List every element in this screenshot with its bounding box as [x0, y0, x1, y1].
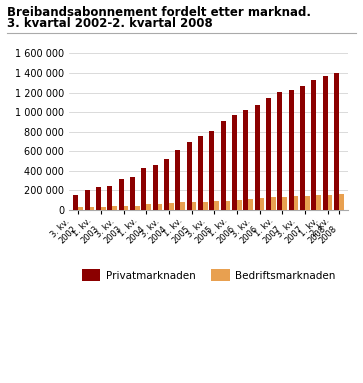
- Legend: Privatmarknaden, Bedriftsmarknaden: Privatmarknaden, Bedriftsmarknaden: [78, 265, 339, 285]
- Bar: [153, 165, 158, 210]
- Bar: [169, 203, 174, 210]
- Bar: [300, 86, 305, 210]
- Text: Breibandsabonnement fordelt etter marknad.: Breibandsabonnement fordelt etter markna…: [7, 6, 311, 19]
- Bar: [237, 200, 242, 210]
- Bar: [214, 201, 219, 210]
- Bar: [130, 177, 135, 210]
- Bar: [85, 190, 90, 210]
- Bar: [142, 168, 146, 210]
- Bar: [266, 98, 271, 210]
- Bar: [294, 196, 298, 210]
- Bar: [334, 72, 339, 210]
- Bar: [282, 197, 287, 210]
- Bar: [203, 201, 208, 210]
- Bar: [158, 204, 162, 210]
- Bar: [78, 207, 83, 210]
- Bar: [277, 92, 282, 210]
- Bar: [101, 207, 106, 210]
- Bar: [255, 105, 260, 210]
- Bar: [323, 77, 327, 210]
- Bar: [271, 197, 276, 210]
- Bar: [119, 180, 123, 210]
- Bar: [316, 195, 321, 210]
- Bar: [123, 206, 128, 210]
- Bar: [289, 90, 294, 210]
- Bar: [146, 205, 151, 210]
- Bar: [209, 131, 214, 210]
- Bar: [112, 206, 117, 210]
- Bar: [339, 194, 344, 210]
- Bar: [244, 110, 248, 210]
- Text: 3. kvartal 2002-2. kvartal 2008: 3. kvartal 2002-2. kvartal 2008: [7, 17, 213, 30]
- Bar: [311, 80, 316, 210]
- Bar: [73, 195, 78, 210]
- Bar: [260, 198, 264, 210]
- Bar: [107, 186, 112, 210]
- Bar: [198, 136, 203, 210]
- Bar: [327, 195, 333, 210]
- Bar: [180, 202, 185, 210]
- Bar: [221, 121, 225, 210]
- Bar: [96, 187, 101, 210]
- Bar: [305, 196, 310, 210]
- Bar: [232, 116, 237, 210]
- Bar: [187, 142, 192, 210]
- Bar: [225, 201, 230, 210]
- Bar: [192, 201, 196, 210]
- Bar: [135, 206, 140, 210]
- Bar: [90, 207, 94, 210]
- Bar: [175, 150, 180, 210]
- Bar: [248, 199, 253, 210]
- Bar: [164, 159, 169, 210]
